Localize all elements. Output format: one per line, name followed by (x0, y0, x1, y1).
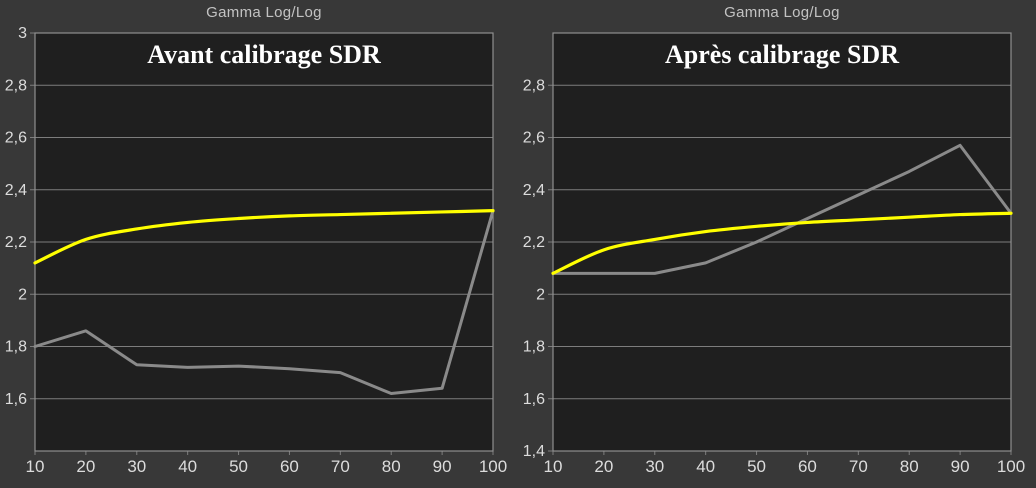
y-tick-label: 1,8 (5, 339, 27, 356)
x-tick-label: 20 (76, 457, 95, 476)
x-tick-label: 90 (433, 457, 452, 476)
x-tick-label: 50 (747, 457, 766, 476)
y-tick-label: 1,4 (523, 443, 545, 460)
x-tick-label: 20 (594, 457, 613, 476)
x-tick-label: 50 (229, 457, 248, 476)
chart-subtitle-before-calibration: Avant calibrage SDR (147, 40, 381, 69)
x-tick-label: 80 (900, 457, 919, 476)
y-tick-label: 1,6 (523, 391, 545, 408)
y-tick-label: 2 (536, 286, 545, 303)
reference-gamma-curve (33, 209, 495, 265)
y-tick-label: 2,2 (5, 234, 27, 251)
chart-title: Gamma Log/Log (724, 4, 840, 21)
x-tick-label: 60 (280, 457, 299, 476)
x-tick-label: 70 (849, 457, 868, 476)
x-tick-label: 60 (798, 457, 817, 476)
x-tick-label: 90 (951, 457, 970, 476)
x-tick-label: 10 (544, 457, 563, 476)
plot-border (552, 32, 1012, 452)
x-tick-label: 100 (997, 457, 1025, 476)
x-tick-label: 30 (645, 457, 664, 476)
chart-subtitle-after-calibration: Après calibrage SDR (665, 40, 899, 69)
y-tick-label: 2,6 (5, 130, 27, 147)
x-tick-label: 100 (479, 457, 507, 476)
x-tick-label: 70 (331, 457, 350, 476)
x-tick-label: 10 (26, 457, 45, 476)
y-tick-label: 2,4 (523, 182, 545, 199)
panel-after-calibration: Gamma Log/Log Après calibrage SDR 2,8 2,6… (518, 0, 1036, 488)
x-tick-label: 40 (178, 457, 197, 476)
y-tick-label: 2,8 (523, 77, 545, 94)
gamma-chart-after: 2,8 2,6 2,4 2,2 2 1,8 1,6 1,410 20 30 40 50 60 70 80 90… (523, 32, 1025, 476)
x-tick-label: 30 (127, 457, 146, 476)
x-tick-label: 40 (696, 457, 715, 476)
reference-gamma-curve (551, 211, 1013, 275)
measured-gamma-curve (33, 209, 495, 396)
measured-gamma-curve (551, 143, 1013, 275)
panel-before-calibration: Gamma Log/Log Avant calibrage SDR 3 2,8 2,… (5, 4, 507, 476)
y-tick-label: 1,8 (523, 339, 545, 356)
y-tick-label: 2 (18, 286, 27, 303)
y-tick-label: 2,2 (523, 234, 545, 251)
y-tick-label: 2,4 (5, 182, 27, 199)
y-tick-label: 3 (18, 25, 27, 42)
y-tick-label: 1,6 (5, 391, 27, 408)
chart-title: Gamma Log/Log (206, 4, 322, 21)
y-tick-label: 2,6 (523, 130, 545, 147)
plot-border (34, 32, 494, 452)
x-tick-label: 80 (382, 457, 401, 476)
gamma-chart-before: 3 2,8 2,6 2,4 2,2 2 1,8 1,6 10 20 30 40 50 60 70 80 90 10… (5, 25, 507, 476)
y-tick-label: 2,8 (5, 77, 27, 94)
